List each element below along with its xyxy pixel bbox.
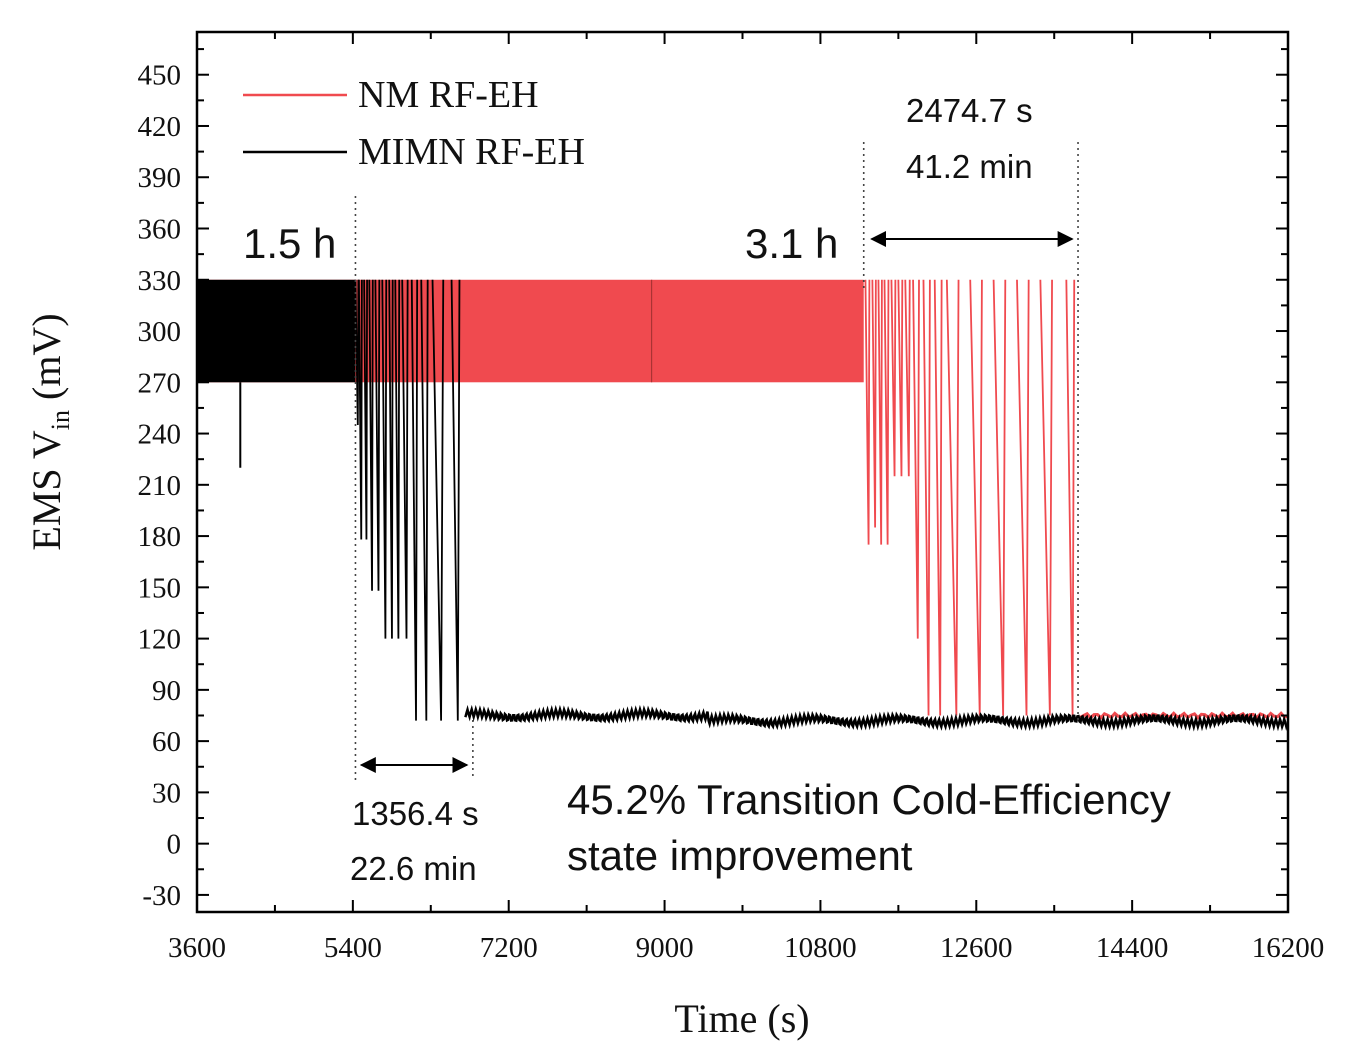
y-tick-label: 60	[152, 726, 181, 758]
nm-cycle	[922, 279, 931, 716]
mimn-duration-min: 22.6 min	[350, 850, 477, 887]
y-tick-label: -30	[142, 880, 181, 912]
nm-cycle	[992, 279, 1007, 716]
nm-cycle	[933, 279, 943, 716]
y-tick-label: 240	[138, 419, 182, 451]
x-tick-label: 5400	[324, 932, 382, 964]
y-tick-label: 270	[138, 367, 182, 399]
mimn-cycle	[388, 279, 394, 639]
nm-cycle	[877, 279, 883, 545]
nm-cycle	[1016, 279, 1030, 716]
x-tick-label: 3600	[168, 932, 226, 964]
y-tick-label: 300	[138, 316, 182, 348]
y-axis-title-unit: (mV)	[24, 313, 69, 410]
nm-time-label: 3.1 h	[745, 220, 838, 267]
y-tick-label: 330	[138, 265, 182, 297]
nm-cycle	[897, 279, 904, 477]
legend-label: NM RF-EH	[358, 74, 539, 116]
nm-final-trace	[1079, 711, 1289, 720]
x-tick-label: 10800	[784, 932, 857, 964]
nm-cycle	[871, 279, 877, 528]
y-axis-title-sub: in	[46, 410, 75, 430]
mimn-cycle	[394, 279, 401, 639]
y-tick-label: 30	[152, 777, 181, 809]
nm-duration-s: 2474.7 s	[906, 92, 1033, 129]
mimn-duration-s: 1356.4 s	[352, 795, 479, 832]
nm-cycle	[1039, 279, 1053, 716]
y-axis-title-main: EMS V	[24, 430, 69, 551]
mimn-cycle	[410, 279, 419, 721]
nm-cycle	[904, 279, 911, 477]
y-tick-label: 450	[138, 60, 182, 92]
nm-duration-min: 41.2 min	[906, 148, 1033, 185]
y-tick-label: 210	[138, 470, 182, 502]
x-tick-label: 12600	[940, 932, 1013, 964]
nm-cycle	[1065, 279, 1076, 716]
nm-cycle	[883, 279, 890, 545]
mimn-cycle	[363, 279, 368, 540]
nm-cycle	[890, 279, 897, 477]
y-tick-label: 390	[138, 162, 182, 194]
x-tick-label: 14400	[1096, 932, 1169, 964]
x-tick-label: 9000	[636, 932, 694, 964]
nm-cycle	[864, 279, 871, 545]
mimn-final-trace	[464, 704, 1289, 732]
x-tick-label: 16200	[1252, 932, 1325, 964]
nm-cycle	[912, 279, 920, 639]
note-line-2: state improvement	[567, 832, 913, 879]
mimn-cycle	[450, 279, 461, 721]
y-tick-label: 0	[167, 829, 182, 861]
mimn-steady-band	[197, 279, 356, 383]
axis-ticks	[196, 32, 1289, 912]
nm-cycle	[945, 279, 960, 716]
y-tick-label: 180	[138, 521, 182, 553]
mimn-cycle	[401, 279, 409, 639]
mimn-cycle	[381, 279, 388, 639]
y-axis-title: EMS Vin (mV)	[24, 313, 75, 550]
note-line-1: 45.2% Transition Cold-Efficiency	[567, 776, 1171, 823]
y-tick-label: 360	[138, 214, 182, 246]
mimn-cycle	[358, 279, 363, 540]
tick-labels: 3600 5400 7200 9000 10800 12600 14400 16200 -30 0…	[138, 60, 1325, 964]
mimn-cycle	[368, 279, 374, 591]
nm-cycle	[969, 279, 983, 716]
mimn-cycle	[431, 279, 445, 721]
y-tick-label: 120	[138, 624, 182, 656]
legend-label: MIMN RF-EH	[358, 131, 585, 173]
annotations: 1.5 h 3.1 h 1356.4 s 22.6 min 2474.7 s 41.2 m…	[243, 92, 1171, 887]
plot-data	[197, 279, 1289, 732]
legend: NM RF-EH MIMN RF-EH	[243, 74, 585, 173]
y-tick-label: 420	[138, 111, 182, 143]
y-tick-label: 150	[138, 572, 182, 604]
mimn-time-label: 1.5 h	[243, 220, 336, 267]
mimn-cycle	[374, 279, 381, 591]
y-tick-label: 90	[152, 675, 181, 707]
x-axis-title: Time (s)	[674, 996, 809, 1041]
mimn-cycle	[420, 279, 429, 721]
x-tick-label: 7200	[480, 932, 538, 964]
